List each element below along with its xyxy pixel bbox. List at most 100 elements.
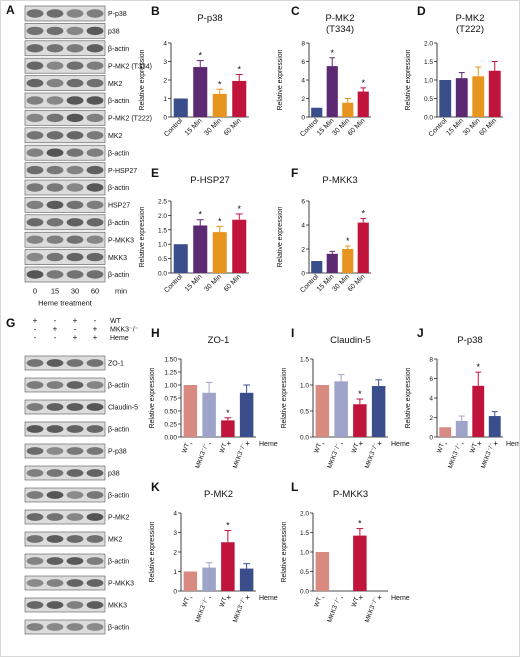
bar	[326, 253, 338, 273]
y-tick-label: 1.5	[158, 227, 167, 234]
panel-letter: H	[151, 326, 160, 340]
panel-letter: A	[6, 3, 15, 17]
x-group-label: WT	[181, 442, 191, 454]
blot-panel-g: + - + - WT- + - + MKK3⁻/⁻- - + + HemeZO-1β-actinClau…	[24, 316, 139, 635]
blot-band	[86, 513, 104, 521]
chart-title: (T334)	[326, 24, 354, 35]
blot-band	[46, 113, 64, 123]
y-tick-label: 6	[301, 199, 305, 206]
blot-band	[86, 9, 104, 18]
y-tick-label: 2	[429, 415, 433, 422]
x-tick-label: 30 Min	[203, 273, 223, 293]
blot-band	[86, 218, 104, 227]
panel-letter: G	[6, 316, 15, 330]
blot-row-label: β-actin	[108, 185, 129, 192]
blot-strip	[24, 162, 106, 178]
blot-band	[66, 78, 84, 88]
y-tick-label: 0.50	[164, 409, 177, 416]
y-axis-label: Relative expression	[139, 49, 146, 110]
chart-title: Claudin-5	[330, 335, 371, 346]
blot-band	[66, 96, 84, 105]
condition-sign: +	[73, 333, 78, 342]
bar-chart-H: ZO-1 0.00 0.25 0.50 0.75 1.00 1.25 1.50 Relative…	[149, 335, 278, 469]
chart-title: (T222)	[456, 24, 484, 35]
heme-sign: -	[209, 593, 212, 602]
y-tick-label: 1.00	[164, 383, 177, 390]
blot-band	[66, 491, 84, 499]
condition-sign: +	[93, 325, 98, 334]
blot-band	[66, 513, 84, 521]
y-axis-label: Relative expression	[149, 367, 156, 428]
blot-band	[46, 469, 64, 477]
blot-band	[46, 9, 64, 18]
significance-star: *	[361, 78, 365, 88]
blot-xlabel: Heme treatment	[38, 298, 93, 307]
y-tick-label: 6	[429, 376, 433, 383]
blot-band	[46, 44, 64, 53]
blot-panel-a: P-p38 p38 β-actin P-MK2 (T334) MK2 β-actin P-M…	[24, 5, 152, 307]
lane-label: 30	[71, 286, 79, 295]
panel-letter: E	[151, 166, 159, 180]
blot-strip	[24, 127, 106, 144]
y-tick-label: 2	[163, 78, 167, 85]
condition-label: MKK3⁻/⁻	[110, 327, 139, 334]
bar	[239, 392, 254, 437]
blot-strip	[24, 531, 106, 547]
blot-band	[66, 200, 84, 210]
blot-band	[26, 148, 44, 157]
blot-strip	[24, 75, 106, 91]
significance-star: *	[226, 408, 230, 418]
heme-label: Heme	[506, 441, 519, 448]
blot-band	[86, 557, 104, 565]
blot-strip	[24, 355, 106, 371]
y-tick-label: 1.50	[164, 357, 177, 364]
blot-row-label: P-MK2 (T222)	[108, 116, 152, 123]
x-group-label: WT	[351, 596, 361, 608]
lane-label: 15	[51, 286, 59, 295]
bar	[232, 219, 247, 273]
lane-label: 0	[33, 286, 37, 295]
y-tick-label: 1.5	[300, 530, 309, 537]
x-tick-label: 30 Min	[203, 117, 223, 137]
y-tick-label: 2.0	[424, 41, 433, 48]
blot-band	[86, 469, 104, 477]
y-tick-label: 0	[301, 115, 305, 122]
blot-strip	[24, 110, 106, 126]
bar	[173, 244, 188, 273]
bar	[315, 552, 330, 591]
blot-band	[66, 469, 84, 477]
heme-sign: -	[209, 439, 212, 448]
y-tick-label: 3	[173, 530, 177, 537]
x-group-label: WT	[313, 442, 323, 454]
blot-row-label: MKK3	[108, 603, 127, 610]
blot-band	[46, 557, 64, 565]
y-tick-label: 2	[301, 96, 305, 103]
blot-band	[46, 183, 64, 192]
blot-row-label: ZO-1	[108, 361, 124, 368]
y-tick-label: 4	[173, 511, 177, 518]
heme-sign: +	[493, 439, 498, 448]
x-tick-label: 15 Min	[184, 117, 204, 137]
blot-band	[86, 359, 104, 367]
panel-letter: C	[291, 4, 300, 18]
bar	[326, 66, 338, 117]
y-tick-label: 2	[173, 550, 177, 557]
y-axis-label: Relative expression	[149, 521, 156, 582]
blot-strip	[24, 214, 106, 231]
blot-row-label: P-MKK3	[108, 237, 134, 244]
condition-sign: -	[54, 333, 57, 342]
bar	[455, 78, 468, 117]
blot-band	[26, 78, 44, 88]
heme-label: Heme	[259, 441, 278, 448]
y-tick-label: 4	[301, 78, 305, 85]
x-group-label: WT	[219, 596, 229, 608]
condition-sign: -	[34, 325, 37, 334]
condition-label: Heme	[110, 335, 129, 342]
condition-sign: +	[53, 325, 58, 334]
blot-row-label: MK2	[108, 81, 123, 88]
blot-band	[46, 165, 64, 175]
blot-strip	[24, 197, 106, 213]
bar	[353, 535, 367, 591]
x-group-label: WT	[181, 596, 191, 608]
